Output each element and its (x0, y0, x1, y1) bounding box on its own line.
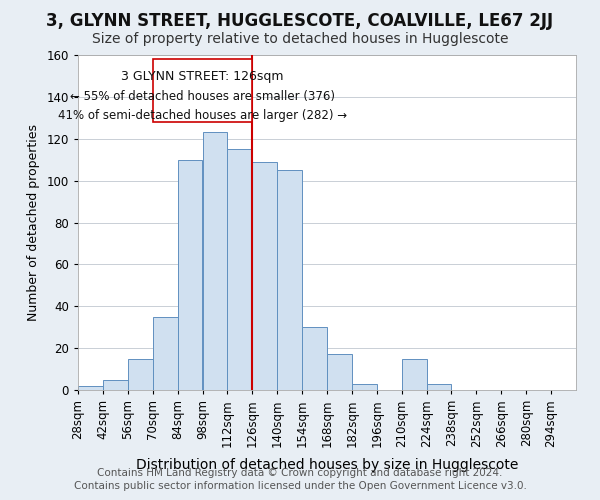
Bar (203, 132, 227, 390)
Text: Size of property relative to detached houses in Hugglescote: Size of property relative to detached ho… (92, 32, 508, 46)
Text: 3 GLYNN STREET: 126sqm: 3 GLYNN STREET: 126sqm (121, 70, 284, 82)
X-axis label: Distribution of detached houses by size in Hugglescote: Distribution of detached houses by size … (136, 458, 518, 472)
Y-axis label: Number of detached properties: Number of detached properties (26, 124, 40, 321)
Bar (227, 149, 252, 390)
Bar (302, 327, 327, 390)
FancyBboxPatch shape (152, 59, 253, 122)
Text: Contains HM Land Registry data © Crown copyright and database right 2024.: Contains HM Land Registry data © Crown c… (97, 468, 503, 477)
Bar (78, 386, 103, 390)
Bar (103, 380, 128, 390)
Bar (128, 358, 152, 390)
Bar (253, 162, 277, 390)
Bar (402, 358, 427, 390)
Bar (178, 160, 202, 390)
Text: 41% of semi-detached houses are larger (282) →: 41% of semi-detached houses are larger (… (58, 110, 347, 122)
Text: 3, GLYNN STREET, HUGGLESCOTE, COALVILLE, LE67 2JJ: 3, GLYNN STREET, HUGGLESCOTE, COALVILLE,… (46, 12, 554, 30)
Text: Contains public sector information licensed under the Open Government Licence v3: Contains public sector information licen… (74, 481, 526, 491)
Bar (152, 316, 178, 390)
Bar (277, 170, 302, 390)
Bar (352, 384, 377, 390)
Bar (327, 354, 352, 390)
Bar (427, 384, 451, 390)
Text: ← 55% of detached houses are smaller (376): ← 55% of detached houses are smaller (37… (70, 90, 335, 102)
